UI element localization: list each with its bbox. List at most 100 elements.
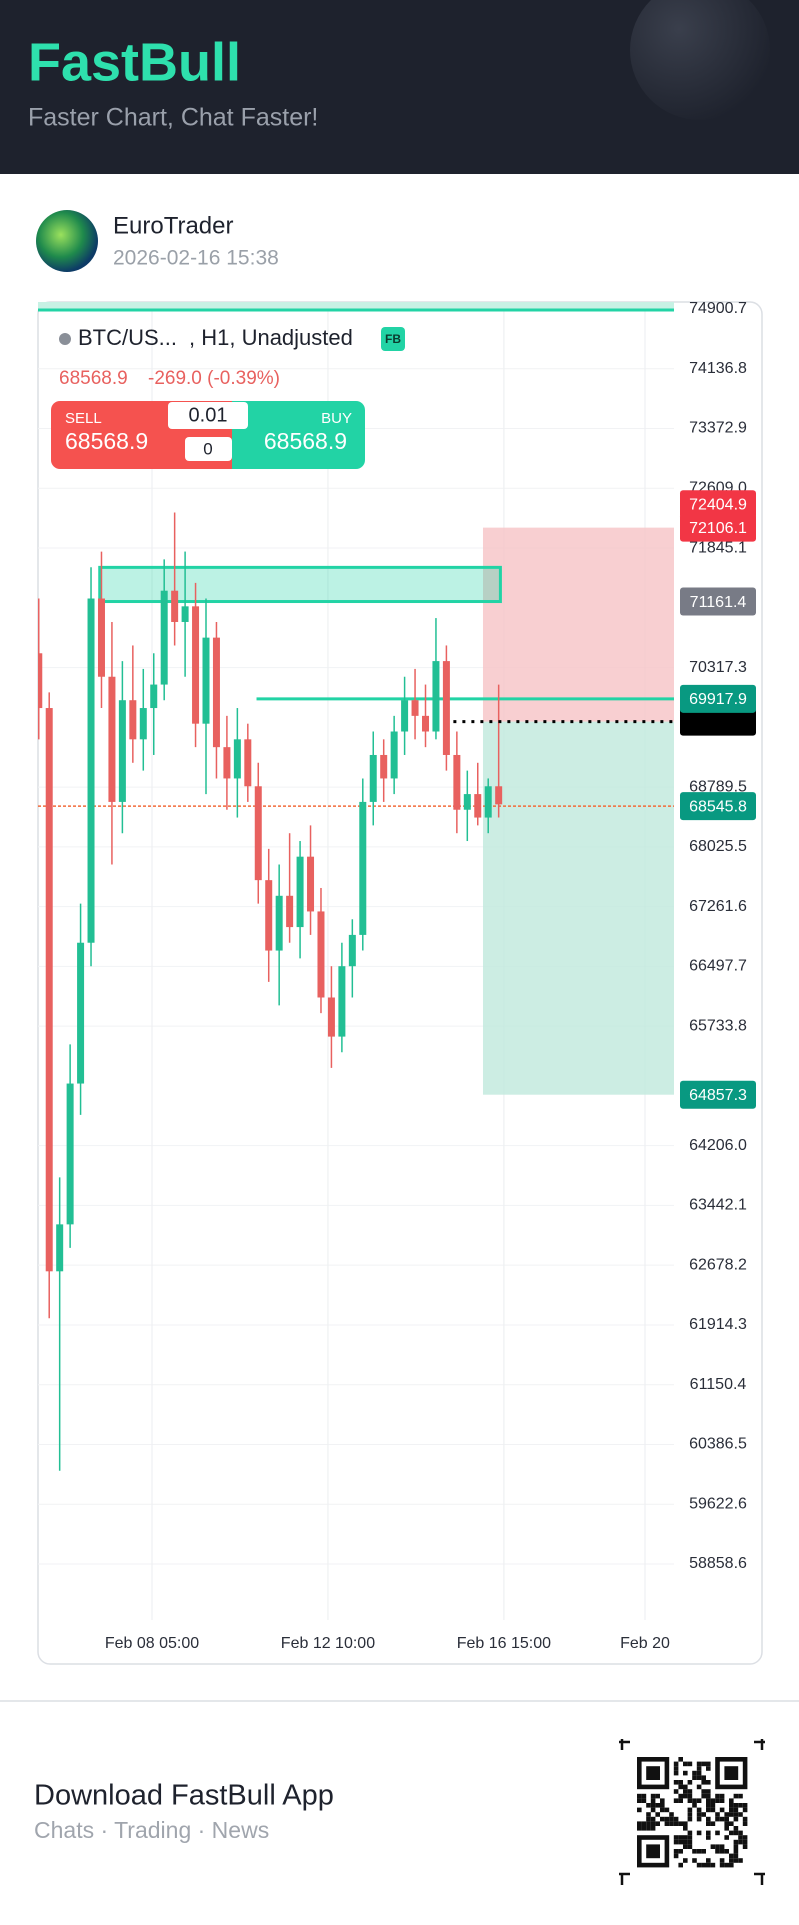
candle-body <box>432 661 440 732</box>
candle-body <box>495 786 503 805</box>
qr-code[interactable] <box>619 1739 765 1885</box>
qr-cell <box>738 1858 743 1863</box>
qr-cell <box>706 1821 711 1826</box>
qr-cell <box>692 1858 697 1863</box>
qr-cell <box>719 1798 725 1803</box>
qr-cell <box>683 1761 688 1767</box>
candle-body <box>254 786 262 881</box>
y-tick-label: 61914.3 <box>689 1316 747 1333</box>
candle-body <box>244 739 252 787</box>
qr-cell <box>660 1798 665 1803</box>
qr-cell <box>650 1803 656 1808</box>
qr-cell <box>729 1853 734 1859</box>
qr-cell <box>738 1830 743 1836</box>
qr-cell <box>706 1807 711 1813</box>
buy-label: BUY <box>321 410 352 427</box>
qr-cell <box>678 1862 683 1868</box>
qr-cell <box>696 1816 702 1822</box>
qr-cell <box>687 1793 693 1799</box>
avatar[interactable] <box>36 210 98 272</box>
qr-cell <box>692 1770 697 1776</box>
qr-cell <box>655 1803 660 1808</box>
candle-body <box>338 966 346 1037</box>
qr-cell <box>664 1816 670 1822</box>
qr-cell <box>683 1839 688 1845</box>
footer-subtitle: Chats · Trading · News <box>34 1817 269 1843</box>
qr-cell <box>678 1798 683 1803</box>
qr-corner <box>754 1872 765 1885</box>
qr-cell <box>683 1835 688 1840</box>
author[interactable]: EuroTrader <box>113 212 234 239</box>
qr-cell <box>706 1798 711 1803</box>
buy-button[interactable] <box>232 401 365 469</box>
qr-cell <box>646 1816 651 1822</box>
qr-cell <box>706 1789 711 1794</box>
candle-body <box>87 598 95 943</box>
qr-cell <box>710 1844 716 1849</box>
qr-cell <box>710 1862 716 1868</box>
qr-cell <box>738 1839 743 1845</box>
y-tick-label: 66497.7 <box>689 958 747 975</box>
qr-cell <box>683 1858 688 1863</box>
candle-body <box>223 747 231 779</box>
qr-cell <box>724 1835 729 1840</box>
candle-body <box>118 700 126 802</box>
candle-body <box>411 700 419 716</box>
x-tick-label: Feb 16 15:00 <box>457 1635 551 1652</box>
qr-cell <box>650 1798 656 1803</box>
qr-cell <box>724 1812 729 1817</box>
qr-cell <box>673 1766 679 1771</box>
qr-cell <box>715 1793 720 1799</box>
qr-corner <box>754 1739 765 1750</box>
qr-cell <box>742 1835 748 1840</box>
qr-cell <box>701 1789 706 1794</box>
badge: FB <box>385 332 401 346</box>
spread: 0 <box>203 439 212 458</box>
symbol[interactable]: BTC/US... <box>78 325 177 350</box>
qr-cell <box>733 1830 739 1836</box>
qr-cell <box>696 1798 702 1803</box>
qr-cell <box>683 1789 688 1794</box>
qr-cell <box>683 1821 688 1826</box>
plot <box>38 512 674 1471</box>
qr-cell <box>706 1761 711 1767</box>
candle-body <box>359 801 367 935</box>
candle-body <box>296 856 304 928</box>
target-zone <box>482 721 674 1095</box>
qr-cell <box>673 1789 679 1794</box>
candle-body <box>380 754 388 779</box>
candle-body <box>171 590 179 622</box>
qr-cell <box>692 1775 697 1780</box>
qr-cell <box>678 1849 683 1854</box>
y-tick-label: 74136.8 <box>689 360 747 377</box>
qr-cell <box>706 1835 711 1840</box>
qr-cell <box>646 1812 651 1817</box>
qr-cell <box>724 1826 729 1831</box>
x-tick-label: Feb 12 10:00 <box>281 1635 375 1652</box>
quantity[interactable]: 0.01 <box>189 404 228 426</box>
qr-cell <box>706 1766 711 1771</box>
qr-cell <box>655 1812 660 1817</box>
qr-cell <box>669 1821 674 1826</box>
quantity-box[interactable] <box>168 402 248 429</box>
qr-cell <box>733 1816 739 1822</box>
qr-cell <box>687 1812 693 1817</box>
qr-cell <box>669 1812 674 1817</box>
qr-cell <box>678 1821 683 1826</box>
tagline: Faster Chart, Chat Faster! <box>28 104 318 132</box>
qr-cell <box>650 1826 656 1831</box>
price-tag <box>680 792 756 821</box>
qr-cell <box>641 1826 647 1831</box>
candle-body <box>38 653 43 709</box>
interval: , H1, Unadjusted <box>189 325 353 350</box>
qr-corner <box>619 1872 630 1885</box>
qr-cell <box>729 1803 734 1808</box>
price-change: -269.0 (-0.39%) <box>148 368 280 389</box>
qr-cell <box>706 1830 711 1836</box>
y-tick-label: 62678.2 <box>689 1256 747 1273</box>
qr-cell <box>733 1839 739 1845</box>
candle-body <box>348 934 356 967</box>
qr-cell <box>687 1798 693 1803</box>
footer-title[interactable]: Download FastBull App <box>34 1780 334 1812</box>
